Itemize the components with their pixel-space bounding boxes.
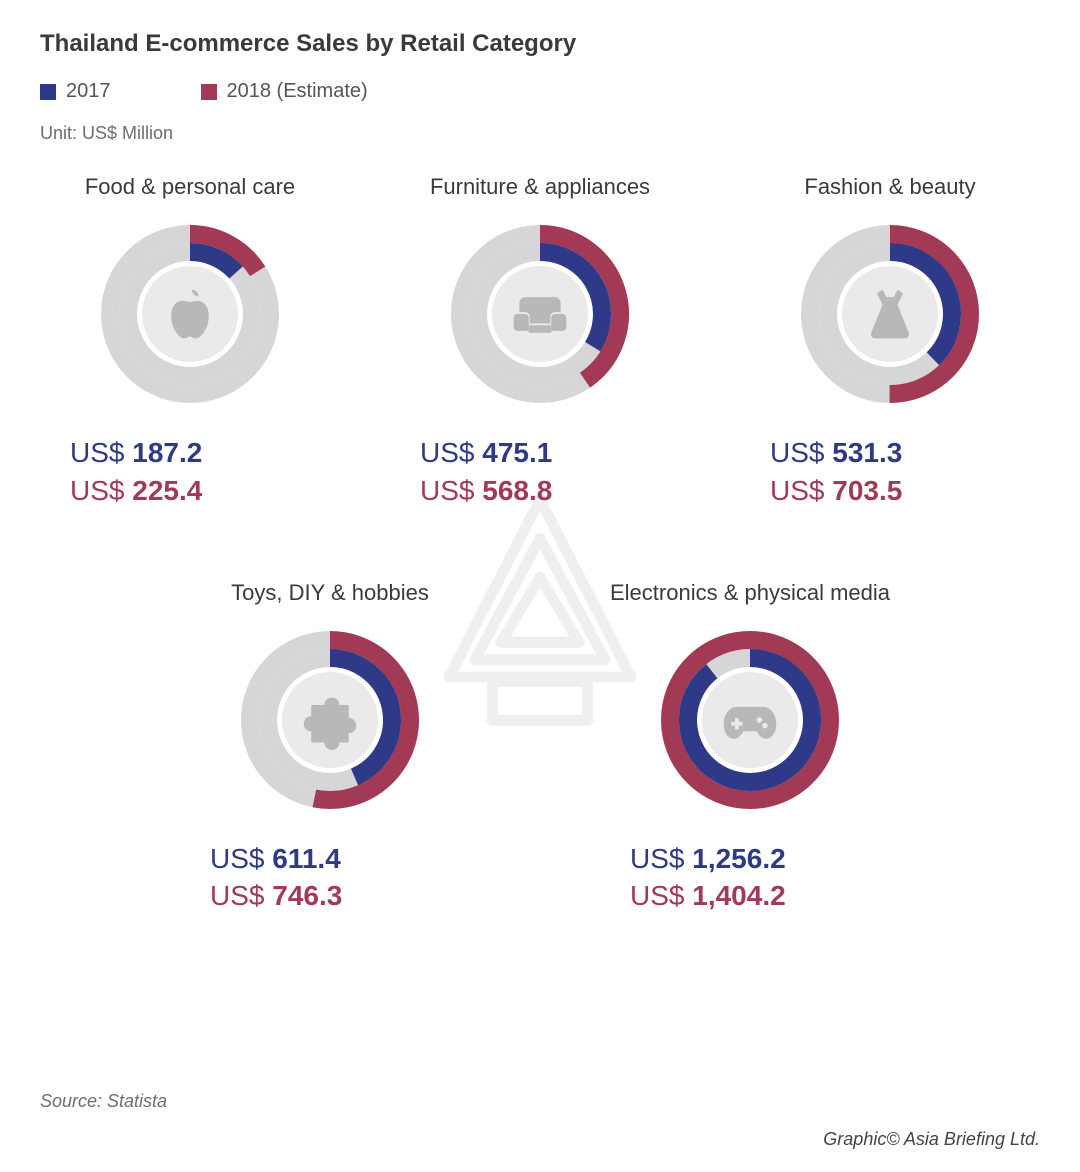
legend-2018: 2018 (Estimate) [201,80,368,103]
value-2017: US$ 187.2 [70,434,202,472]
donut-chart [660,630,840,810]
armchair-icon [510,284,570,344]
value-2018-number: 568.8 [482,475,552,506]
currency-prefix: US$ [770,475,824,506]
currency-prefix: US$ [70,475,124,506]
value-2018-number: 703.5 [832,475,902,506]
currency-prefix: US$ [420,475,474,506]
category-title: Electronics & physical media [610,580,890,606]
dress-icon [860,284,920,344]
currency-prefix: US$ [420,437,474,468]
source-text: Source: Statista [40,1091,167,1112]
value-block: US$ 611.4US$ 746.3 [180,840,342,916]
value-2017: US$ 1,256.2 [630,840,786,878]
value-block: US$ 187.2US$ 225.4 [40,434,202,510]
currency-prefix: US$ [210,880,264,911]
gamepad-icon [720,690,780,750]
legend-2017-label: 2017 [66,80,111,103]
unit-label: Unit: US$ Million [40,123,1040,144]
currency-prefix: US$ [70,437,124,468]
currency-prefix: US$ [630,843,684,874]
category-card-furniture: Furniture & appliances US$ 475.1US$ 568.… [390,174,690,510]
value-2017-number: 475.1 [482,437,552,468]
category-card-food: Food & personal care US$ 187.2US$ 225.4 [40,174,340,510]
currency-prefix: US$ [210,843,264,874]
donut-chart [800,224,980,404]
currency-prefix: US$ [770,437,824,468]
value-2017: US$ 531.3 [770,434,902,472]
apple-icon [160,284,220,344]
value-2017-number: 611.4 [272,843,341,874]
value-2018-number: 225.4 [132,475,202,506]
legend-2017-swatch [40,84,56,100]
value-2018: US$ 746.3 [210,877,342,915]
value-2017: US$ 611.4 [210,840,342,878]
donut-chart [100,224,280,404]
value-2018: US$ 703.5 [770,472,902,510]
chart-title: Thailand E-commerce Sales by Retail Cate… [40,30,1040,58]
value-block: US$ 475.1US$ 568.8 [390,434,552,510]
value-2018: US$ 568.8 [420,472,552,510]
credit-text: Graphic© Asia Briefing Ltd. [823,1129,1040,1150]
value-2017: US$ 475.1 [420,434,552,472]
category-title: Food & personal care [85,174,295,200]
value-block: US$ 531.3US$ 703.5 [740,434,902,510]
category-card-electronics: Electronics & physical media US$ 1,256.2… [600,580,900,916]
value-2018-number: 746.3 [272,880,342,911]
legend-2018-label: 2018 (Estimate) [227,80,368,103]
legend-2018-swatch [201,84,217,100]
value-2017-number: 531.3 [832,437,902,468]
currency-prefix: US$ [630,880,684,911]
chart-grid: Food & personal care US$ 187.2US$ 225.4F… [40,174,1040,915]
donut-chart [240,630,420,810]
value-2017-number: 187.2 [132,437,202,468]
category-title: Furniture & appliances [430,174,650,200]
category-title: Fashion & beauty [804,174,975,200]
puzzle-icon [300,690,360,750]
value-2018-number: 1,404.2 [692,880,785,911]
legend: 2017 2018 (Estimate) [40,80,1040,103]
category-title: Toys, DIY & hobbies [231,580,429,606]
category-card-fashion: Fashion & beauty US$ 531.3US$ 703.5 [740,174,1040,510]
value-2018: US$ 1,404.2 [630,877,786,915]
legend-2017: 2017 [40,80,111,103]
category-card-toys: Toys, DIY & hobbies US$ 611.4US$ 746.3 [180,580,480,916]
value-block: US$ 1,256.2US$ 1,404.2 [600,840,786,916]
donut-chart [450,224,630,404]
value-2018: US$ 225.4 [70,472,202,510]
value-2017-number: 1,256.2 [692,843,785,874]
